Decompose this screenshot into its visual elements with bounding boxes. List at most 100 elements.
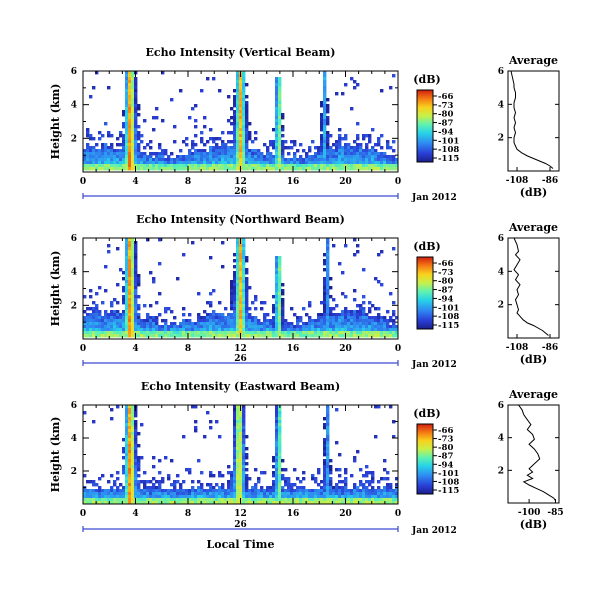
heat-cell bbox=[392, 334, 396, 338]
heat-cell bbox=[239, 259, 243, 263]
heat-cell bbox=[188, 489, 192, 493]
heat-cell bbox=[293, 167, 297, 171]
heat-cell bbox=[131, 259, 135, 263]
heat-cell bbox=[278, 456, 282, 460]
heat-cell bbox=[233, 295, 237, 299]
heat-cell bbox=[128, 498, 132, 502]
heat-cell bbox=[269, 334, 273, 338]
heat-cell bbox=[128, 134, 132, 138]
heat-cell bbox=[239, 435, 243, 439]
heat-cell bbox=[95, 167, 99, 171]
heat-cell bbox=[380, 477, 384, 481]
heat-cell bbox=[227, 158, 231, 162]
heat-cell bbox=[326, 265, 330, 269]
heat-cell bbox=[149, 325, 153, 329]
heat-cell bbox=[239, 271, 243, 275]
heat-cell bbox=[272, 304, 276, 308]
heat-cell bbox=[356, 155, 360, 159]
heat-cell bbox=[374, 158, 378, 162]
heat-cell bbox=[389, 158, 393, 162]
heat-cell bbox=[227, 152, 231, 156]
heat-cell bbox=[164, 319, 168, 323]
heat-cell bbox=[131, 247, 135, 251]
heat-cell bbox=[251, 158, 255, 162]
heat-cell bbox=[329, 295, 333, 299]
colorbar-tick-label: -80 bbox=[438, 110, 453, 120]
heat-cell bbox=[245, 325, 249, 329]
heat-cell bbox=[161, 501, 165, 505]
heat-cell bbox=[239, 298, 243, 302]
heat-cell bbox=[239, 319, 243, 323]
heat-cell bbox=[119, 489, 123, 493]
heat-cell bbox=[281, 289, 285, 293]
heat-cell bbox=[212, 146, 216, 150]
heat-cell bbox=[203, 158, 207, 162]
heat-cell bbox=[371, 486, 375, 490]
heat-cell bbox=[326, 158, 330, 162]
heat-cell bbox=[251, 140, 255, 144]
heat-cell bbox=[182, 489, 186, 493]
heat-cell bbox=[107, 167, 111, 171]
heat-cell bbox=[236, 411, 240, 415]
heat-cell bbox=[236, 158, 240, 162]
heat-cell bbox=[236, 86, 240, 90]
heat-cell bbox=[128, 420, 132, 424]
heat-cell bbox=[284, 492, 288, 496]
heat-cell bbox=[266, 492, 270, 496]
heat-cell bbox=[191, 334, 195, 338]
heat-cell bbox=[326, 155, 330, 159]
heat-cell bbox=[371, 152, 375, 156]
heat-cell bbox=[209, 426, 213, 430]
heat-cell bbox=[221, 474, 225, 478]
heat-cell bbox=[137, 161, 141, 165]
heat-cell bbox=[113, 310, 117, 314]
heat-cell bbox=[146, 492, 150, 496]
heat-cell bbox=[176, 277, 180, 281]
heat-cell bbox=[242, 489, 246, 493]
heat-cell bbox=[134, 286, 138, 290]
heat-cell bbox=[260, 328, 264, 332]
heat-cell bbox=[239, 155, 243, 159]
heat-cell bbox=[122, 456, 126, 460]
heat-cell bbox=[344, 495, 348, 499]
heat-cell bbox=[350, 501, 354, 505]
heat-cell bbox=[128, 77, 132, 81]
heat-cell bbox=[326, 238, 330, 242]
heat-cell bbox=[293, 328, 297, 332]
heat-cell bbox=[302, 486, 306, 490]
y-tick-label: 4 bbox=[71, 434, 77, 444]
heat-cell bbox=[266, 486, 270, 490]
heat-cell bbox=[329, 328, 333, 332]
heat-cell bbox=[275, 289, 279, 293]
heat-cell bbox=[137, 334, 141, 338]
heat-cell bbox=[377, 492, 381, 496]
heat-cell bbox=[353, 322, 357, 326]
heat-cell bbox=[263, 167, 267, 171]
heat-cell bbox=[323, 459, 327, 463]
heat-cell bbox=[323, 319, 327, 323]
heat-cell bbox=[179, 331, 183, 335]
heat-cell bbox=[116, 328, 120, 332]
heat-cell bbox=[263, 164, 267, 168]
heat-cell bbox=[323, 161, 327, 165]
heat-cell bbox=[272, 331, 276, 335]
heat-cell bbox=[218, 501, 222, 505]
heat-cell bbox=[197, 325, 201, 329]
heat-cell bbox=[116, 155, 120, 159]
heat-cell bbox=[215, 322, 219, 326]
heat-cell bbox=[368, 489, 372, 493]
heat-cell bbox=[254, 167, 258, 171]
heat-cell bbox=[233, 289, 237, 293]
heat-cell bbox=[242, 158, 246, 162]
heat-cell bbox=[341, 328, 345, 332]
heat-cell bbox=[191, 331, 195, 335]
heat-cell bbox=[374, 489, 378, 493]
heat-cell bbox=[152, 277, 156, 281]
heat-cell bbox=[278, 86, 282, 90]
heat-cell bbox=[236, 137, 240, 141]
heat-cell bbox=[215, 137, 219, 141]
heat-cell bbox=[326, 247, 330, 251]
heat-cell bbox=[341, 292, 345, 296]
heat-cell bbox=[98, 486, 102, 490]
heat-cell bbox=[236, 331, 240, 335]
